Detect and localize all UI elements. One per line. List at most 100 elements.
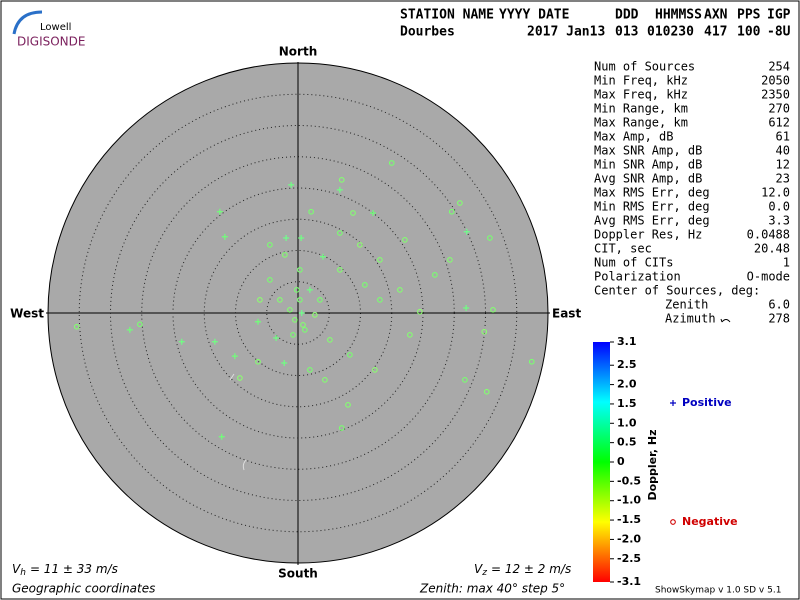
vz-subscript: z [481,568,487,578]
point-circle [73,323,80,330]
header-label: STATION NAME [400,8,494,23]
point-circle [457,200,463,206]
header-value: Dourbes [400,25,455,40]
point-circle [487,235,493,241]
point-circle [308,208,314,215]
point-circle [388,160,395,166]
vh-text: Vh = 11 ± 33 m/s [12,562,118,578]
stat-value: 61 [776,130,790,144]
point-plus [463,305,470,311]
point-plus [298,235,305,241]
vz-value: = 12 ± 2 m/s [491,562,571,576]
point-circle [287,307,293,313]
point-circle [327,337,333,343]
header-value: 100 [737,25,761,40]
stat-label: Polarization [594,270,681,284]
stat-label: Num of CITs [594,256,673,270]
header-label: DDD [615,8,639,23]
colorbar-tick-label: 3.1 [617,335,637,348]
stat-value: 1 [783,256,790,270]
point-plus [126,326,133,333]
point-plus [320,253,326,260]
point-circle [267,242,273,248]
stat-label: Max SNR Amp, dB [594,144,702,158]
azimuth-icon [720,318,731,323]
point-circle [432,272,438,278]
coords-text: Geographic coordinates [12,582,155,596]
stat-label: Min Freq, kHz [594,74,688,88]
west-label: West [10,307,44,321]
header-value: 010230 [647,25,694,40]
zenith-label: Zenith [665,298,708,312]
stat-label: CIT, sec [594,242,652,256]
point-circle [490,307,496,313]
vh-symbol: V [12,562,21,576]
colorbar-tick-label: -1.0 [617,494,641,507]
point-plus [288,181,295,188]
stat-label: Num of Sources [594,60,695,74]
stat-label: Min RMS Err, deg [594,200,710,214]
colorbar-tick-label: -3.1 [617,575,641,588]
point-circle [417,308,423,315]
zenith-text: Zenith: max 40° step 5° [419,582,565,596]
stat-value: 270 [768,102,790,116]
logo-swoosh [12,10,43,35]
colorbar-tick-label: 0 [617,455,625,468]
point-circle [282,252,288,258]
point-circle [528,358,535,365]
east-label: East [552,307,581,321]
point-plus [255,318,261,325]
vh-value: = 11 ± 33 m/s [30,562,118,576]
stat-value: 254 [768,60,790,74]
logo-top: Lowell [40,22,71,33]
legend-marker [670,519,676,525]
point-circle [337,230,343,236]
point-plus [211,338,218,345]
center-title: Center of Sources, deg: [594,284,760,298]
stat-value: 2350 [761,88,790,102]
point-circle [483,388,490,395]
point-circle [345,402,351,408]
legend-label: Negative [682,515,738,528]
point-circle [372,367,378,373]
header-value: 417 [704,25,727,40]
stat-label: Avg SNR Amp, dB [594,172,702,186]
point-circle [397,287,403,293]
point-circle [322,377,328,383]
stat-label: Min Range, km [594,102,688,116]
decor [229,373,247,471]
point-circle [338,425,345,431]
stat-value: 2050 [761,74,790,88]
colorbar-tick-label: 2.5 [617,358,637,371]
colorbar-tick-label: 0.5 [617,436,637,449]
point-plus [231,353,238,360]
legend-label: Positive [682,396,732,409]
point-plus [298,310,305,316]
header-label: PPS [737,8,761,23]
stat-value: 3.3 [768,214,790,228]
stat-value: 12 [776,158,790,172]
colorbar-tick-label: -2.0 [617,532,641,545]
point-circle [277,297,283,303]
colorbar-tick-label: -0.5 [617,474,641,487]
header-label: YYYY DATE [499,8,569,23]
point-plus [218,433,225,440]
point-plus [281,360,288,366]
azimuth-value: 278 [768,312,790,326]
point-circle [237,375,243,381]
stat-label: Max Amp, dB [594,130,673,144]
north-label: North [279,45,317,59]
point-plus [306,286,313,293]
stat-label: Max Freq, kHz [594,88,688,102]
header-label: HHMMSS [655,8,702,23]
colorbar [593,342,610,582]
point-circle [347,352,353,358]
point-circle [317,297,323,303]
colorbar-label: Doppler, Hz [646,429,659,500]
point-circle [402,237,408,243]
point-plus [336,186,343,193]
point-circle [362,282,368,288]
stat-label: Min SNR Amp, dB [594,158,702,172]
point-circle [312,312,318,318]
point-circle [290,332,296,338]
